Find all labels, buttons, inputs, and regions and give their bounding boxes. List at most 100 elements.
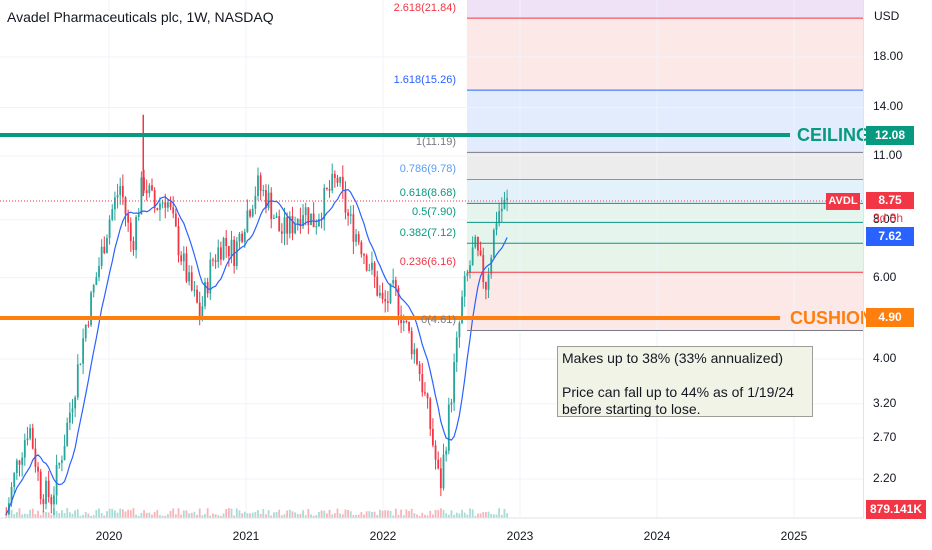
candle-body (50, 497, 53, 505)
volume-bar (445, 513, 448, 518)
candle-body (161, 202, 164, 204)
candle-body (424, 392, 426, 394)
candle-body (53, 495, 55, 505)
volume-bar (296, 514, 299, 518)
candle-body (355, 234, 357, 242)
candle-body (331, 174, 334, 191)
volume-bar (121, 509, 124, 518)
candle-body (434, 445, 437, 460)
candle-body (13, 473, 16, 488)
volume-bar (490, 513, 493, 518)
x-tick-label: 2020 (96, 529, 123, 543)
annotation-box: Makes up to 38% (33% annualized) Price c… (557, 346, 813, 417)
candle-body (360, 242, 363, 255)
volume-bar (180, 514, 183, 518)
volume-bar (265, 514, 267, 518)
candle-body (487, 274, 490, 290)
candle-body (167, 202, 169, 208)
volume-bar (323, 510, 326, 518)
volume-bar (212, 513, 214, 518)
y-tick-label: 6.00 (873, 269, 897, 284)
volume-bar (23, 513, 26, 518)
volume-bar (302, 510, 304, 518)
volume-bar (439, 508, 442, 518)
volume-bar (341, 514, 344, 518)
volume-bar (257, 510, 259, 518)
volume-bar (270, 515, 273, 518)
candle-body (280, 231, 283, 234)
volume-bar (222, 513, 225, 518)
volume-bar (466, 514, 469, 518)
x-tick-label: 2023 (507, 529, 534, 543)
candle-body (318, 219, 320, 227)
candle-body (429, 398, 432, 429)
volume-bar (39, 515, 42, 518)
candle-body (416, 349, 418, 365)
y-tick-label: 14.00 (873, 99, 904, 114)
fib-zones (467, 0, 863, 331)
candle-body (209, 259, 212, 294)
volume-bar (233, 515, 236, 518)
volume-bar (37, 510, 39, 518)
candle-body (447, 404, 450, 451)
candle-body (421, 374, 424, 393)
candle-body (259, 175, 262, 191)
y-tick-label: 2.20 (873, 471, 897, 485)
volume-bar (283, 514, 286, 518)
fib-zone (467, 179, 863, 204)
x-tick-label: 2021 (233, 529, 260, 543)
fib-label: 2.618(21.84) (393, 2, 456, 15)
candle-body (402, 320, 405, 324)
volume-bar (177, 508, 180, 518)
candle-body (482, 255, 485, 283)
candle-body (34, 448, 37, 467)
volume-bar (241, 513, 243, 518)
candle-body (326, 187, 328, 190)
candle-body (379, 292, 381, 296)
volume-bar (450, 510, 453, 518)
candle-body (315, 226, 318, 228)
volume-bar (114, 510, 116, 518)
volume-bar (299, 514, 302, 518)
candle-body (177, 226, 180, 256)
candle-body (172, 207, 175, 214)
candle-body (82, 338, 84, 364)
symbol-tag: AVDL (826, 193, 860, 210)
candle-body (68, 412, 71, 423)
volume-bar (474, 515, 477, 518)
price-axis[interactable]: USD (863, 0, 932, 518)
volume-bar (363, 514, 365, 518)
volume-bar (217, 515, 220, 518)
candle-body (87, 324, 90, 326)
candle-body (373, 262, 376, 277)
cushion-price-tag: 4.90 (866, 308, 914, 327)
volume-bar (243, 511, 246, 518)
fib-zone (467, 272, 863, 331)
candle-body (119, 186, 122, 196)
candle-body (333, 174, 336, 178)
annotation-line-3: before starting to lose. (562, 401, 701, 417)
candle-body (410, 331, 413, 355)
volume-bar (485, 512, 487, 518)
volume-bar (5, 514, 8, 518)
volume-bar (389, 510, 392, 518)
volume-bar (42, 510, 45, 518)
volume-bar (254, 511, 257, 518)
volume-bar (280, 515, 283, 518)
candle-body (37, 466, 39, 472)
candle-body (15, 460, 18, 474)
volume-bar (29, 509, 31, 518)
volume-bar (402, 515, 405, 518)
volume-bar (432, 514, 434, 518)
volume-bar (495, 514, 498, 518)
volume-bar (355, 514, 357, 518)
candle-body (140, 177, 143, 215)
volume-bar (320, 510, 323, 518)
candle-body (270, 192, 273, 219)
candle-body (188, 272, 190, 282)
candle-body (116, 195, 119, 198)
volume-bar (204, 514, 206, 518)
volume-bar (328, 509, 331, 518)
volume-bar (132, 508, 135, 518)
